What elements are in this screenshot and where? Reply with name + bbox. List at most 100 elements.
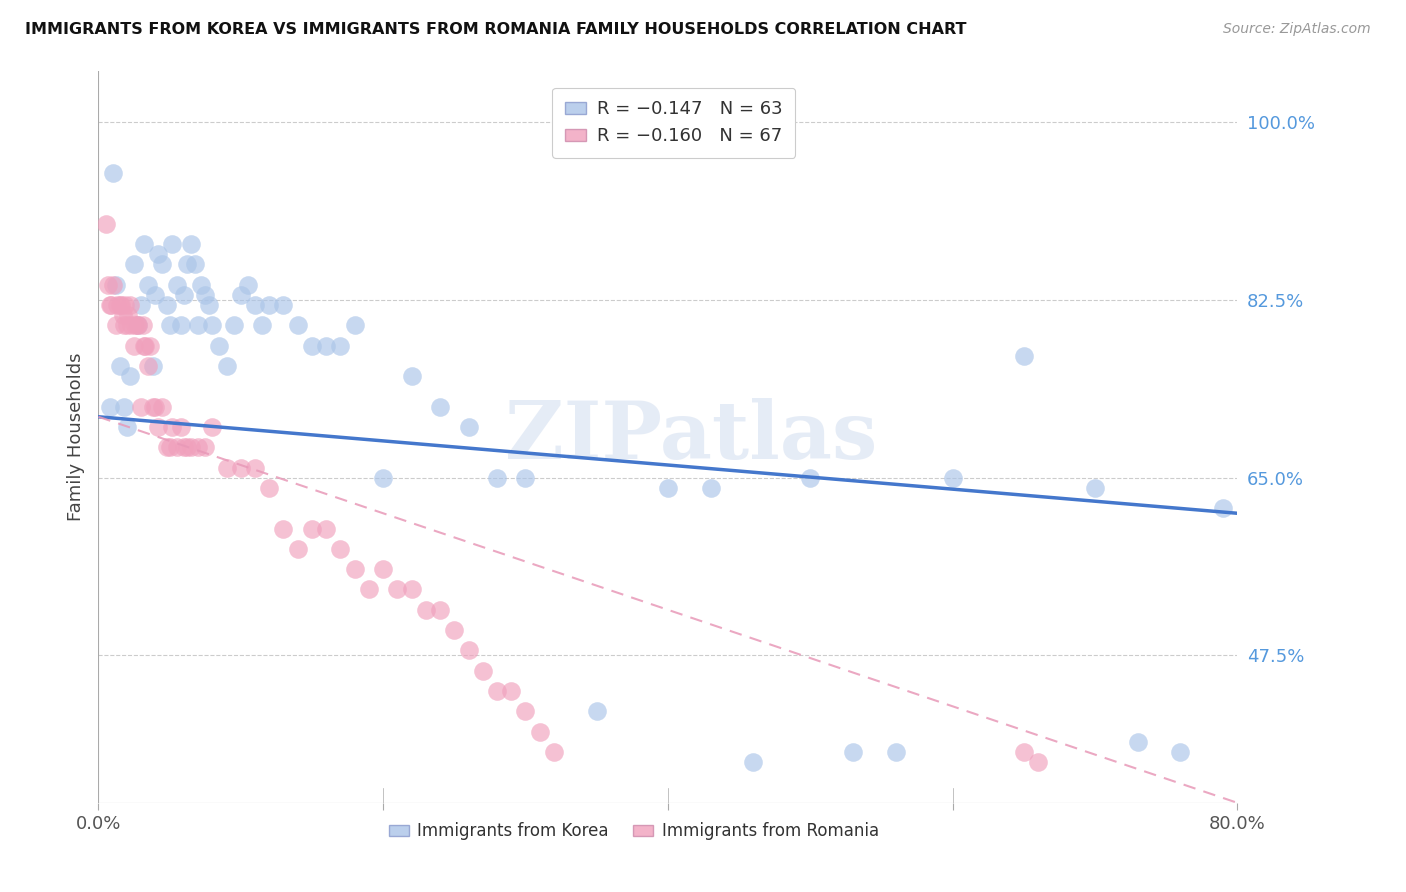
Point <box>657 481 679 495</box>
Point <box>457 643 479 657</box>
Point <box>138 338 160 352</box>
Point <box>222 318 245 333</box>
Point <box>443 623 465 637</box>
Point <box>1012 349 1035 363</box>
Point <box>110 298 132 312</box>
Point <box>301 338 323 352</box>
Point <box>273 521 295 535</box>
Point <box>127 318 149 333</box>
Point <box>148 247 170 261</box>
Point <box>208 338 231 352</box>
Point <box>159 440 181 454</box>
Point <box>250 318 273 333</box>
Point <box>94 217 117 231</box>
Text: Source: ZipAtlas.com: Source: ZipAtlas.com <box>1223 22 1371 37</box>
Point <box>122 257 145 271</box>
Point <box>1170 745 1192 759</box>
Point <box>112 400 135 414</box>
Point <box>373 471 395 485</box>
Point <box>132 237 155 252</box>
Point <box>187 318 209 333</box>
Point <box>585 705 607 719</box>
Point <box>187 440 209 454</box>
Point <box>170 318 193 333</box>
Point <box>127 318 149 333</box>
Point <box>131 318 153 333</box>
Text: IMMIGRANTS FROM KOREA VS IMMIGRANTS FROM ROMANIA FAMILY HOUSEHOLDS CORRELATION C: IMMIGRANTS FROM KOREA VS IMMIGRANTS FROM… <box>25 22 967 37</box>
Point <box>1212 501 1234 516</box>
Point <box>315 338 337 352</box>
Point <box>194 288 217 302</box>
Point <box>173 440 195 454</box>
Point <box>1012 745 1035 759</box>
Point <box>152 257 174 271</box>
Point <box>176 257 198 271</box>
Point <box>884 745 907 759</box>
Point <box>201 318 224 333</box>
Point <box>111 308 134 322</box>
Text: ZIPatlas: ZIPatlas <box>505 398 877 476</box>
Point <box>159 318 181 333</box>
Point <box>486 684 509 698</box>
Point <box>415 603 437 617</box>
Point <box>742 755 765 769</box>
Point <box>112 318 135 333</box>
Point <box>1026 755 1049 769</box>
Point <box>145 400 167 414</box>
Point <box>236 277 259 292</box>
Point <box>243 298 266 312</box>
Point <box>114 298 136 312</box>
Point <box>129 298 152 312</box>
Point <box>471 664 494 678</box>
Point <box>98 400 121 414</box>
Point <box>287 318 309 333</box>
Point <box>124 318 146 333</box>
Point <box>387 582 409 597</box>
Point <box>148 420 170 434</box>
Point <box>145 288 167 302</box>
Point <box>117 308 139 322</box>
Point <box>457 420 479 434</box>
Point <box>429 400 451 414</box>
Point <box>98 298 121 312</box>
Point <box>1126 735 1149 749</box>
Point <box>162 237 184 252</box>
Point <box>180 440 202 454</box>
Point <box>141 359 163 373</box>
Point <box>118 298 141 312</box>
Point <box>259 481 281 495</box>
Point <box>343 562 366 576</box>
Point <box>176 440 198 454</box>
Point <box>357 582 380 597</box>
Point <box>122 338 145 352</box>
Point <box>373 562 395 576</box>
Point <box>259 298 281 312</box>
Point <box>136 359 159 373</box>
Point <box>104 318 127 333</box>
Point <box>156 298 179 312</box>
Point <box>184 257 207 271</box>
Point <box>942 471 965 485</box>
Point <box>170 420 193 434</box>
Point <box>329 541 352 556</box>
Point <box>136 277 159 292</box>
Point <box>486 471 509 485</box>
Point <box>429 603 451 617</box>
Point <box>129 400 152 414</box>
Point <box>543 745 565 759</box>
Point <box>529 724 551 739</box>
Point <box>287 541 309 556</box>
Point <box>343 318 366 333</box>
Legend: Immigrants from Korea, Immigrants from Romania: Immigrants from Korea, Immigrants from R… <box>382 816 886 847</box>
Point <box>173 288 195 302</box>
Point <box>1084 481 1107 495</box>
Point <box>243 460 266 475</box>
Point <box>104 277 127 292</box>
Point <box>194 440 217 454</box>
Point <box>120 318 142 333</box>
Point <box>215 460 238 475</box>
Point <box>125 318 148 333</box>
Point <box>166 277 188 292</box>
Point <box>401 369 423 384</box>
Point <box>329 338 352 352</box>
